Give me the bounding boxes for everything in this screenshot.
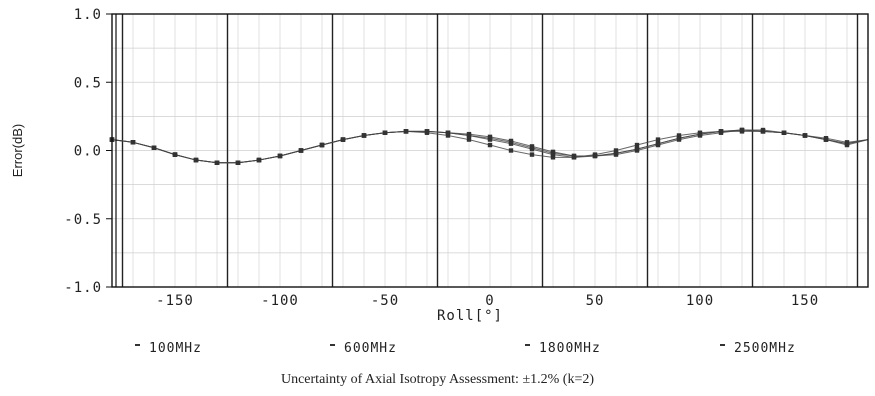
y-tick-label: -1.0 (64, 280, 102, 296)
data-point (634, 142, 640, 148)
x-tick-label: 50 (586, 293, 605, 309)
y-tick-label: -0.5 (64, 212, 102, 228)
axes: 1.0 0.5 0.0 -0.5 -1.0 -150 -100 -50 0 50 100 150 Rol… (10, 7, 869, 324)
data-point (235, 160, 241, 165)
x-tick-label: -100 (261, 293, 299, 309)
x-tick-label: 150 (791, 293, 819, 309)
y-tick-label: 0.0 (74, 144, 102, 160)
data-point (676, 133, 682, 138)
data-point (130, 140, 136, 145)
legend: 100MHz 600MHz 1800MHz 2500MHz (135, 341, 796, 356)
data-point (193, 157, 199, 163)
data-point (676, 137, 682, 142)
data-point (634, 148, 640, 153)
data-point (256, 157, 262, 163)
data-point (445, 130, 451, 135)
data-point (823, 136, 829, 141)
legend-label: 2500MHz (734, 341, 796, 356)
data-point (508, 138, 514, 144)
data-point (697, 133, 703, 138)
data-point (718, 130, 724, 135)
data-point (592, 153, 598, 159)
data-point (739, 127, 745, 133)
data-point (613, 152, 619, 157)
x-axis-label: Roll[°] (437, 308, 503, 324)
data-point (424, 129, 430, 134)
data-point (487, 142, 493, 148)
data-point (151, 145, 157, 150)
x-tick-label: -50 (371, 293, 399, 309)
data-point (214, 160, 220, 165)
data-point (781, 130, 787, 135)
data-point (277, 153, 283, 159)
data-point (760, 127, 766, 133)
legend-label: 100MHz (149, 341, 202, 356)
legend-label: 600MHz (344, 341, 397, 356)
y-tick-label: 0.5 (74, 75, 102, 91)
data-point (655, 142, 661, 148)
data-point (844, 140, 850, 145)
y-tick-label: 1.0 (74, 7, 102, 23)
data-point (487, 134, 493, 140)
data-point (613, 148, 619, 153)
data-point (466, 131, 472, 137)
x-tick-label: 0 (485, 293, 494, 309)
data-point (802, 133, 808, 138)
grid (111, 13, 869, 288)
data-point (172, 152, 178, 157)
x-tick-label: 100 (686, 293, 714, 309)
data-point (403, 129, 409, 134)
data-point (550, 155, 556, 160)
y-axis-label: Error(dB) (10, 124, 25, 177)
data-point (361, 133, 367, 138)
series-layer (109, 127, 869, 165)
data-point (466, 137, 472, 142)
data-point (319, 142, 325, 148)
data-point (655, 137, 661, 142)
data-point (550, 149, 556, 155)
legend-label: 1800MHz (539, 341, 601, 356)
data-point (445, 133, 451, 138)
data-point (529, 144, 535, 149)
data-point (382, 130, 388, 135)
data-point (508, 148, 514, 153)
uncertainty-note: Uncertainty of Axial Isotropy Assessment… (280, 372, 595, 387)
data-point (340, 137, 346, 142)
data-point (571, 153, 577, 159)
data-point (529, 152, 535, 157)
x-tick-label: -150 (156, 293, 194, 309)
data-point (298, 148, 304, 153)
